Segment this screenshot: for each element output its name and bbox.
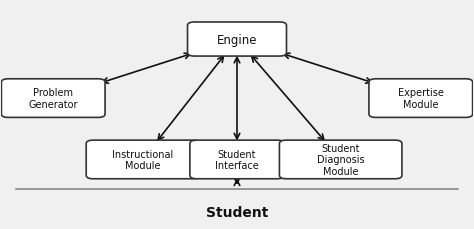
Text: Student: Student: [206, 205, 268, 219]
FancyBboxPatch shape: [188, 23, 286, 57]
FancyBboxPatch shape: [1, 79, 105, 118]
Text: Expertise
Module: Expertise Module: [398, 88, 444, 109]
Text: Engine: Engine: [217, 33, 257, 46]
FancyBboxPatch shape: [279, 141, 402, 179]
Text: Problem
Generator: Problem Generator: [28, 88, 78, 109]
Text: Instructional
Module: Instructional Module: [112, 149, 173, 171]
FancyBboxPatch shape: [369, 79, 473, 118]
Text: Student
Diagnosis
Module: Student Diagnosis Module: [317, 143, 365, 176]
Text: Student
Interface: Student Interface: [215, 149, 259, 171]
FancyBboxPatch shape: [86, 141, 199, 179]
FancyBboxPatch shape: [190, 141, 284, 179]
